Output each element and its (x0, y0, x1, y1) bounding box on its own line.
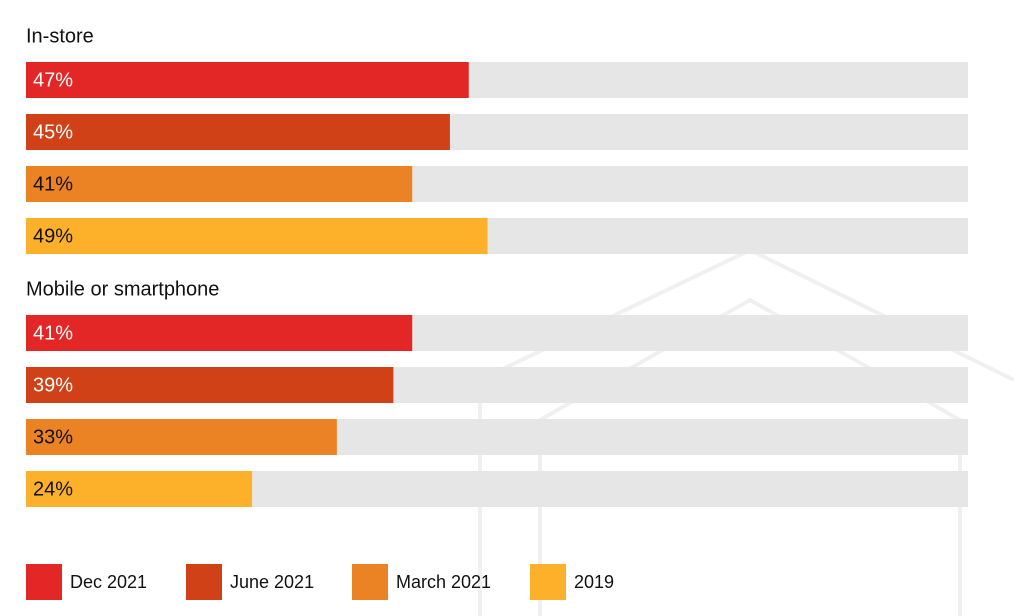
legend-label: March 2021 (396, 572, 491, 592)
bar (26, 315, 413, 351)
bar (26, 218, 488, 254)
bar (26, 471, 253, 507)
value-label: 47% (33, 69, 73, 91)
legend-label: 2019 (574, 572, 614, 592)
group-label: In-store (26, 25, 94, 47)
value-label: 49% (33, 225, 73, 247)
group-label: Mobile or smartphone (26, 278, 219, 300)
bar (26, 367, 394, 403)
value-label: 39% (33, 374, 73, 396)
value-label: 24% (33, 478, 73, 500)
value-label: 41% (33, 322, 73, 344)
legend-label: June 2021 (230, 572, 314, 592)
value-label: 41% (33, 173, 73, 195)
legend-swatch (26, 564, 62, 600)
legend-swatch (352, 564, 388, 600)
legend-swatch (530, 564, 566, 600)
value-label: 45% (33, 121, 73, 143)
value-label: 33% (33, 426, 73, 448)
legend-swatch (186, 564, 222, 600)
bar (26, 419, 337, 455)
bar (26, 62, 469, 98)
bar (26, 114, 450, 150)
legend-label: Dec 2021 (70, 572, 147, 592)
bar (26, 166, 413, 202)
